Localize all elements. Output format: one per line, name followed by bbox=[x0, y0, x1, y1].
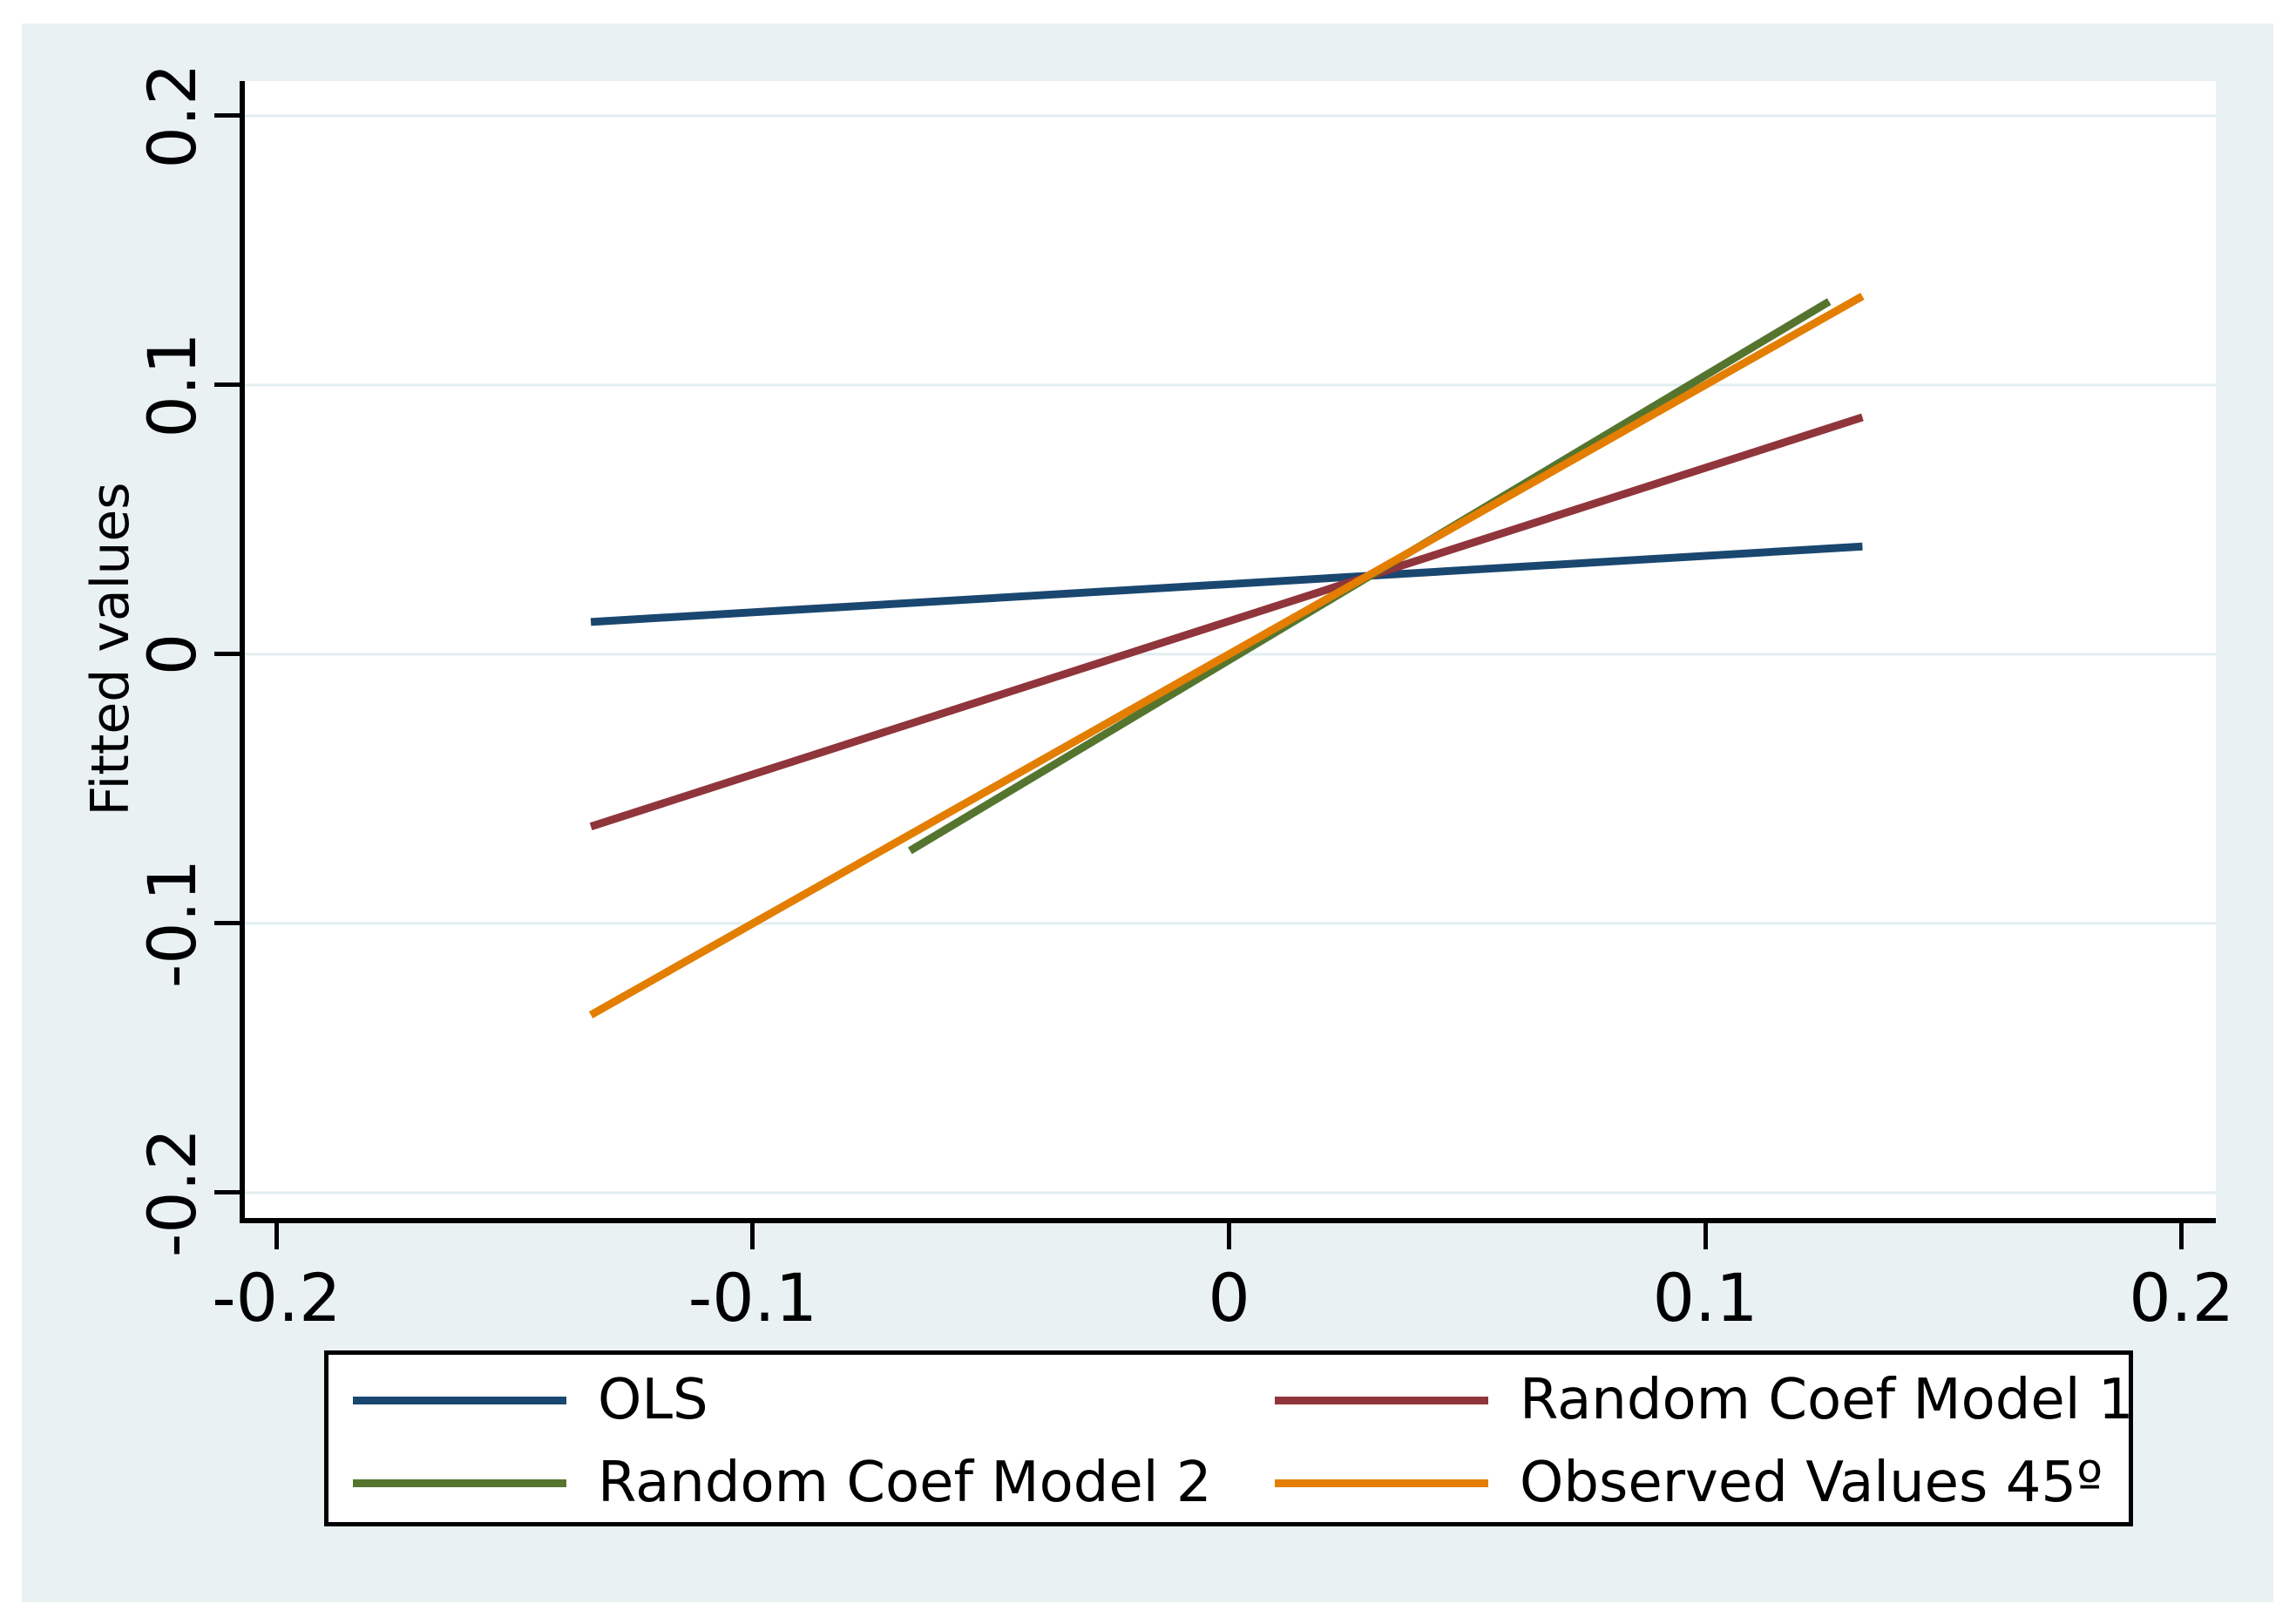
x-tick-0 bbox=[1227, 1223, 1231, 1249]
series-line-0 bbox=[590, 542, 1863, 626]
legend-line-sample-ols bbox=[353, 1396, 566, 1404]
x-tick-label-0.1: 0.1 bbox=[1652, 1259, 1758, 1336]
legend-label-rcm2: Random Coef Model 2 bbox=[598, 1451, 1212, 1515]
x-tick-label--0.1: -0.1 bbox=[687, 1259, 818, 1336]
x-tick-label--0.2: -0.2 bbox=[212, 1259, 342, 1336]
series-line-3 bbox=[588, 292, 1865, 1018]
y-tick--0.2 bbox=[214, 1190, 240, 1195]
legend: OLS Random Coef Model 1 Random Coef Mode… bbox=[324, 1350, 2134, 1526]
legend-label-observed: Observed Values 45º bbox=[1520, 1451, 2103, 1515]
y-tick-label-0: 0 bbox=[133, 633, 211, 676]
x-tick-label-0: 0 bbox=[1208, 1259, 1250, 1336]
y-tick-label-0.1: 0.1 bbox=[133, 332, 211, 438]
x-axis-line bbox=[240, 1218, 2216, 1223]
legend-label-ols: OLS bbox=[598, 1368, 708, 1432]
legend-line-sample-rcm1 bbox=[1275, 1396, 1488, 1404]
y-tick-label-0.2: 0.2 bbox=[133, 63, 211, 169]
plot-area bbox=[242, 81, 2216, 1218]
legend-line-sample-observed bbox=[1275, 1479, 1488, 1487]
legend-line-sample-rcm2 bbox=[353, 1479, 566, 1487]
legend-entry-observed-values-45: Observed Values 45º bbox=[1275, 1441, 2103, 1525]
y-tick-0 bbox=[214, 652, 240, 657]
legend-entry-random-coef-model-2: Random Coef Model 2 bbox=[353, 1441, 1212, 1525]
x-tick-0.2 bbox=[2179, 1223, 2184, 1249]
x-tick--0.1 bbox=[750, 1223, 755, 1249]
x-tick--0.2 bbox=[274, 1223, 279, 1249]
y-tick-label--0.1: -0.1 bbox=[133, 858, 211, 989]
plot-canvas bbox=[245, 114, 2216, 1194]
y-axis-title: Fitted values bbox=[80, 482, 141, 816]
y-tick-label--0.2: -0.2 bbox=[133, 1127, 211, 1258]
y-tick-0.2 bbox=[214, 113, 240, 118]
x-tick-0.1 bbox=[1703, 1223, 1708, 1249]
legend-label-rcm1: Random Coef Model 1 bbox=[1520, 1368, 2134, 1432]
x-tick-label-0.2: 0.2 bbox=[2129, 1259, 2235, 1336]
series-line-1 bbox=[589, 413, 1864, 830]
y-tick-0.1 bbox=[214, 382, 240, 388]
legend-entry-random-coef-model-1: Random Coef Model 1 bbox=[1275, 1358, 2134, 1442]
y-tick--0.1 bbox=[214, 921, 240, 926]
legend-entry-ols: OLS bbox=[353, 1358, 708, 1442]
y-axis-line bbox=[240, 81, 245, 1223]
